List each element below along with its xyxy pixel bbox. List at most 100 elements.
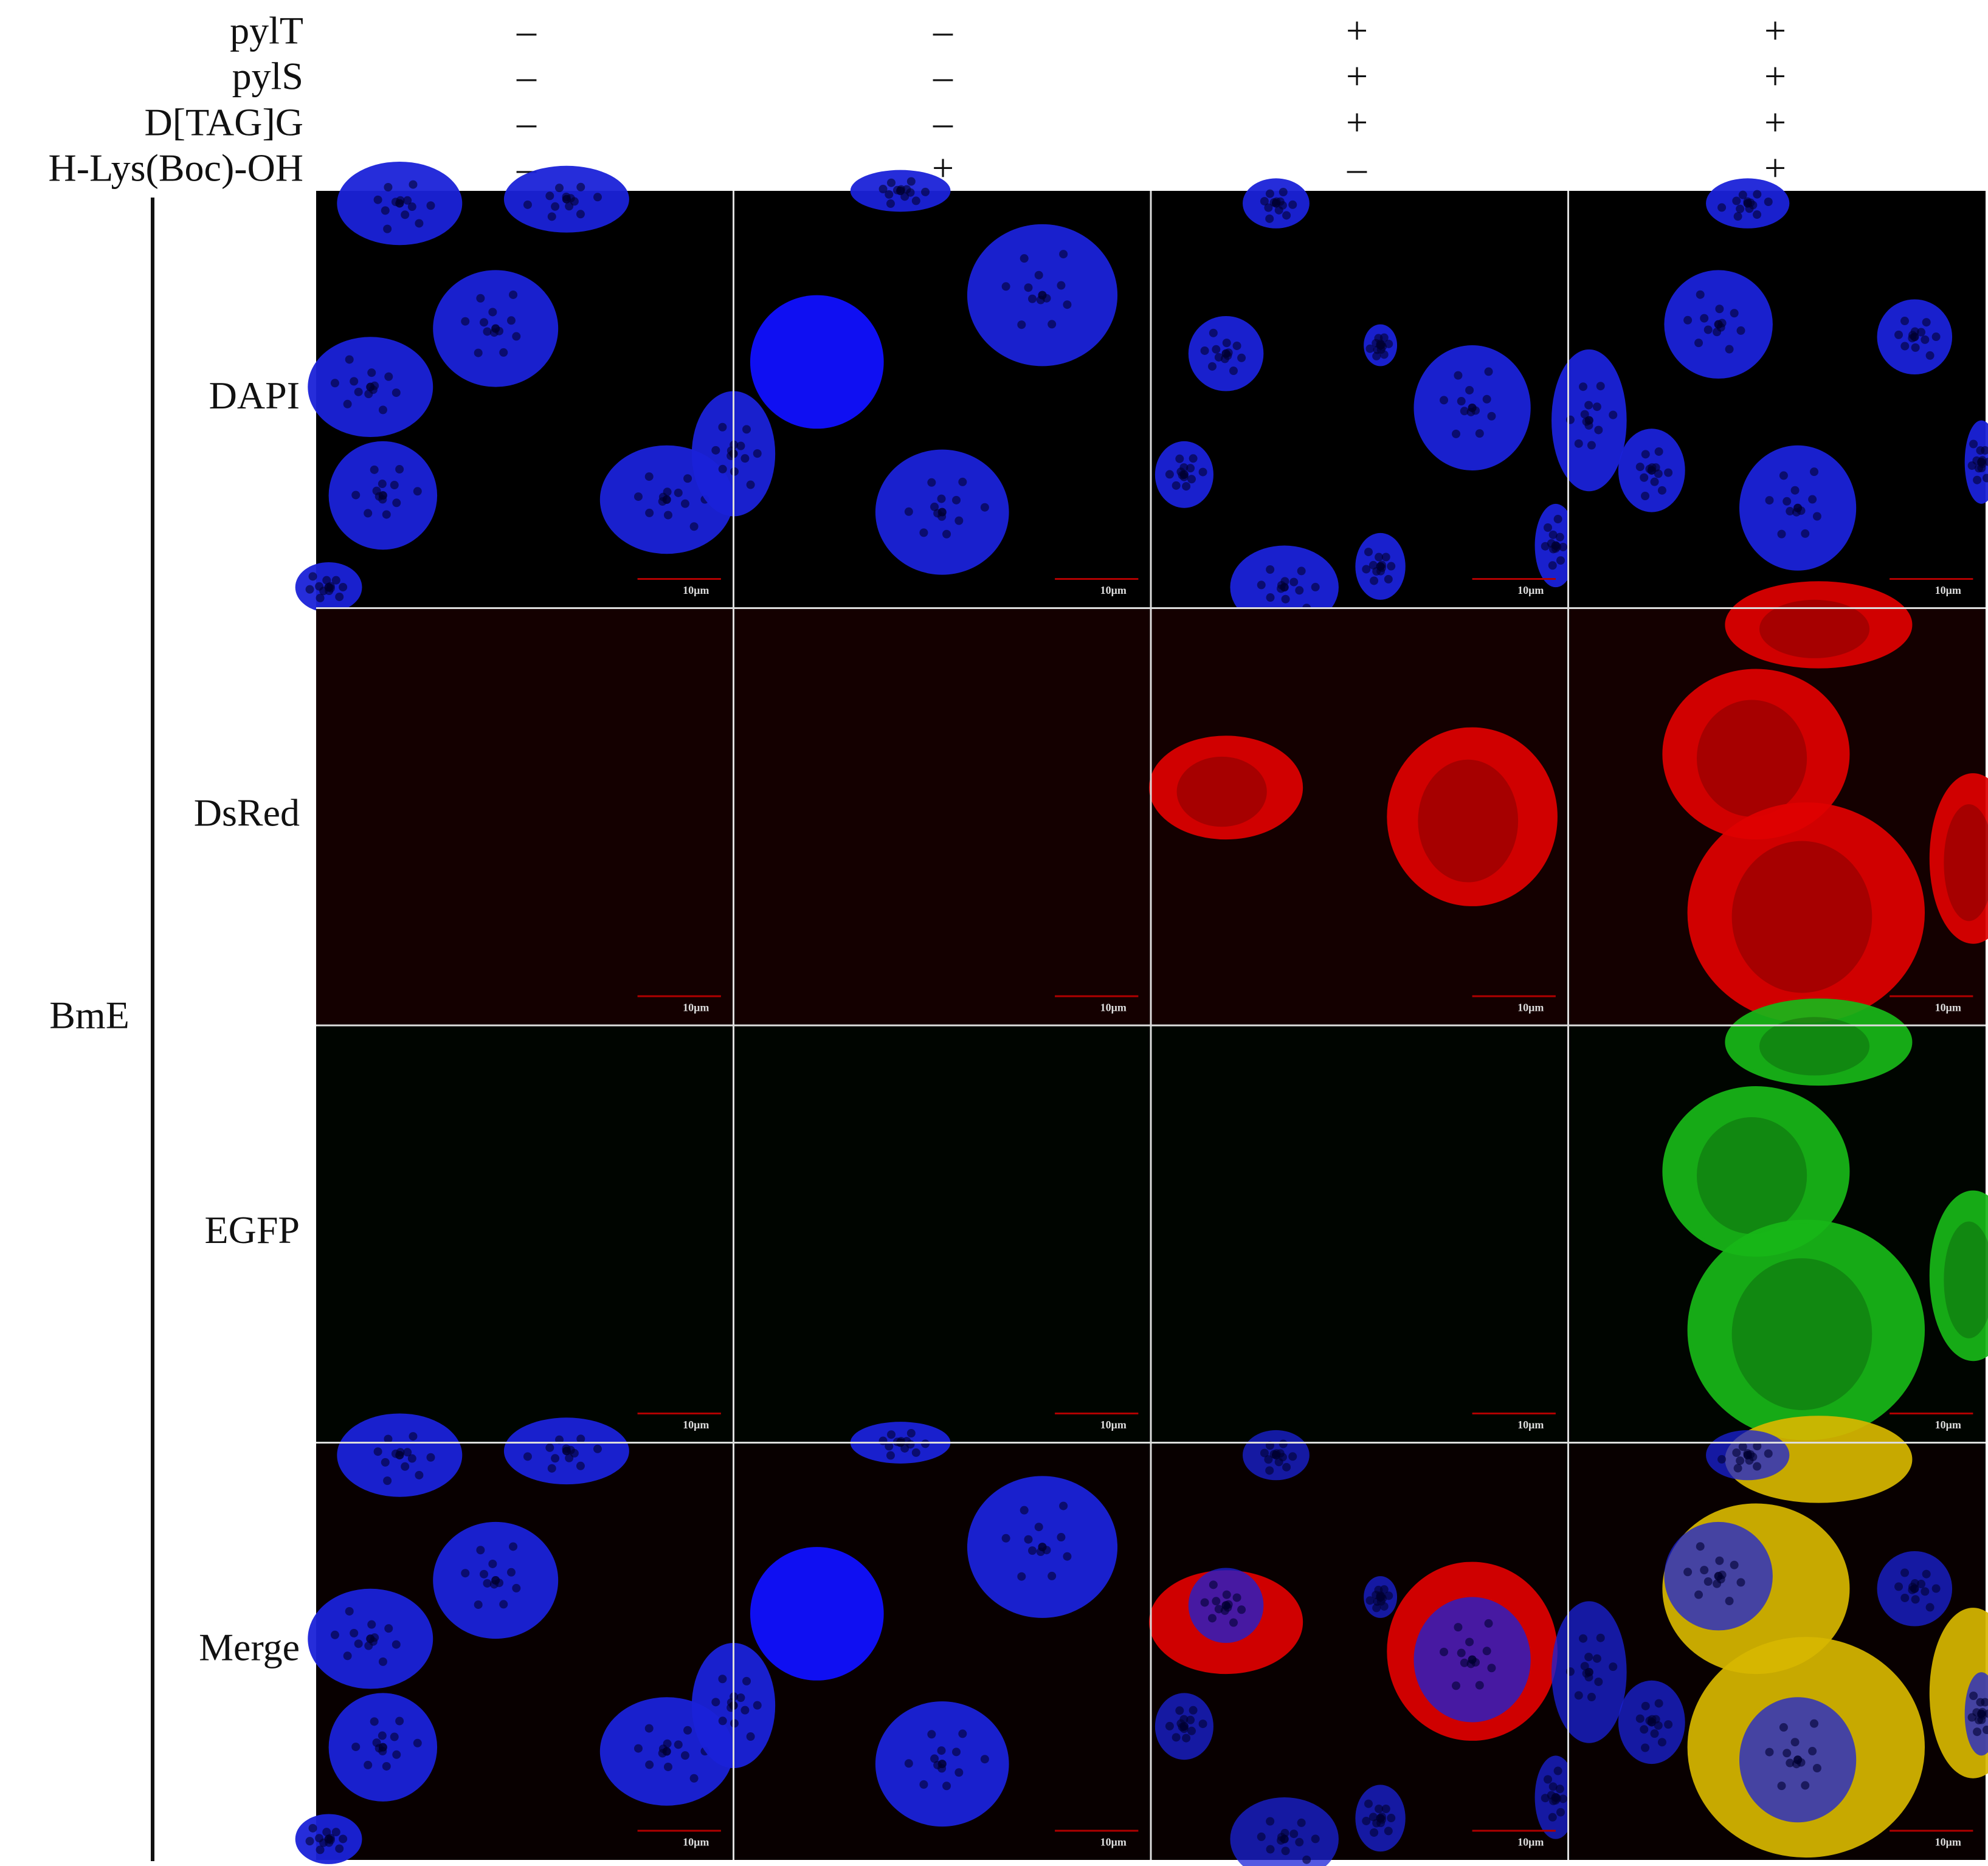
- chromatin-dot: [919, 1780, 928, 1789]
- chromatin-dot: [1922, 318, 1931, 327]
- chromatin-dot: [1376, 339, 1385, 348]
- micrograph: 10μm: [733, 1025, 1151, 1443]
- chromatin-dot: [1381, 553, 1390, 562]
- condition-value: +: [1346, 55, 1368, 98]
- cell-nucleus: [1696, 1117, 1807, 1234]
- chromatin-dot: [911, 196, 920, 205]
- chromatin-dot: [335, 1844, 344, 1853]
- chromatin-dot: [1001, 282, 1010, 291]
- chromatin-dot: [1384, 1826, 1393, 1836]
- micrograph: 10μm: [1551, 1416, 1988, 1860]
- chromatin-dot: [1260, 197, 1269, 206]
- chromatin-dot: [509, 1542, 518, 1551]
- chromatin-dot: [1057, 281, 1066, 290]
- chromatin-dot: [1596, 1633, 1605, 1642]
- micrograph: 10μm: [1551, 178, 1988, 608]
- chromatin-dot: [1921, 1587, 1930, 1596]
- chromatin-dot: [1911, 343, 1920, 352]
- chromatin-dot: [403, 1448, 412, 1457]
- chromatin-dot: [1779, 1723, 1788, 1732]
- chromatin-dot: [1377, 560, 1386, 570]
- chromatin-dot: [378, 1746, 387, 1755]
- chromatin-dot: [1584, 1673, 1593, 1682]
- chromatin-dot: [1187, 1726, 1196, 1735]
- chromatin-dot: [718, 1675, 727, 1684]
- chromatin-dot: [1179, 463, 1189, 472]
- chromatin-dot: [331, 576, 340, 585]
- chromatin-dot: [1001, 1534, 1010, 1543]
- chromatin-dot: [1265, 214, 1274, 223]
- chromatin-dot: [1733, 1464, 1742, 1473]
- chromatin-dot: [1753, 190, 1762, 199]
- chromatin-dot: [1654, 447, 1663, 456]
- chromatin-dot: [1736, 326, 1745, 335]
- chromatin-dot: [1777, 1782, 1786, 1791]
- chromatin-dot: [1189, 1706, 1198, 1715]
- chromatin-dot: [512, 332, 521, 341]
- chromatin-dot: [942, 1782, 951, 1791]
- chromatin-dot: [1609, 410, 1618, 419]
- chromatin-dot: [1732, 196, 1741, 205]
- chromatin-dot: [892, 185, 902, 195]
- cell-nucleus: [1176, 756, 1267, 827]
- chromatin-dot: [545, 1443, 554, 1452]
- chromatin-dot: [1559, 1794, 1568, 1803]
- chromatin-dot: [339, 582, 348, 591]
- chromatin-dot: [1700, 314, 1709, 323]
- chromatin-dot: [1042, 1546, 1051, 1555]
- condition-value: +: [1764, 9, 1786, 52]
- chromatin-dot: [383, 1476, 392, 1486]
- chromatin-dot: [364, 509, 373, 518]
- chromatin-dot: [1264, 1455, 1273, 1464]
- scale-bar-label: 10μm: [1517, 1419, 1544, 1431]
- scale-bar-label: 10μm: [1935, 1419, 1961, 1431]
- chromatin-dot: [1212, 345, 1221, 354]
- chromatin-dot: [1297, 1818, 1306, 1827]
- chromatin-dot: [1580, 1662, 1589, 1671]
- chromatin-dot: [1764, 198, 1773, 207]
- chromatin-dot: [1900, 1568, 1910, 1577]
- chromatin-dot: [1189, 454, 1198, 463]
- chromatin-dot: [1452, 1681, 1461, 1690]
- chromatin-dot: [551, 1454, 560, 1463]
- chromatin-dot: [1790, 486, 1800, 495]
- chromatin-dot: [1179, 472, 1189, 481]
- chromatin-dot: [415, 219, 424, 228]
- chromatin-dot: [395, 465, 404, 474]
- chromatin-dot: [958, 477, 967, 486]
- chromatin-dot: [1379, 333, 1389, 342]
- chromatin-dot: [1222, 339, 1231, 348]
- chromatin-dot: [1640, 1725, 1649, 1734]
- chromatin-dot: [1182, 482, 1191, 491]
- chromatin-dot: [1265, 189, 1274, 198]
- micrograph: 10μm: [1151, 1025, 1569, 1443]
- chromatin-dot: [1650, 477, 1659, 486]
- chromatin-dot: [1584, 401, 1593, 410]
- chromatin-dot: [1375, 553, 1384, 562]
- chromatin-dot: [461, 317, 470, 326]
- chromatin-dot: [1715, 305, 1724, 314]
- condition-value: –: [933, 9, 953, 52]
- chromatin-dot: [1683, 315, 1693, 325]
- micrograph: 10μm: [1149, 1430, 1577, 1866]
- condition-label: D[TAG]G: [145, 101, 303, 144]
- chromatin-dot: [1796, 1758, 1806, 1767]
- chromatin-dot: [1229, 1618, 1238, 1627]
- chromatin-dot: [1484, 367, 1493, 376]
- condition-value: –: [516, 55, 537, 98]
- chromatin-dot: [1641, 1701, 1650, 1710]
- cell-nucleus: [1731, 841, 1872, 993]
- chromatin-dot: [1028, 294, 1037, 303]
- chromatin-dot: [1282, 211, 1291, 220]
- chromatin-dot: [565, 202, 574, 211]
- chromatin-dot: [1969, 439, 1978, 449]
- chromatin-dot: [1587, 1693, 1596, 1702]
- chromatin-dot: [906, 1429, 916, 1438]
- chromatin-dot: [1753, 1442, 1762, 1451]
- panel-background: [1151, 1025, 1569, 1443]
- chromatin-dot: [1302, 1855, 1311, 1864]
- chromatin-dot: [1635, 1714, 1645, 1723]
- chromatin-dot: [644, 1724, 654, 1733]
- chromatin-dot: [718, 1716, 727, 1726]
- chromatin-dot: [1931, 332, 1941, 342]
